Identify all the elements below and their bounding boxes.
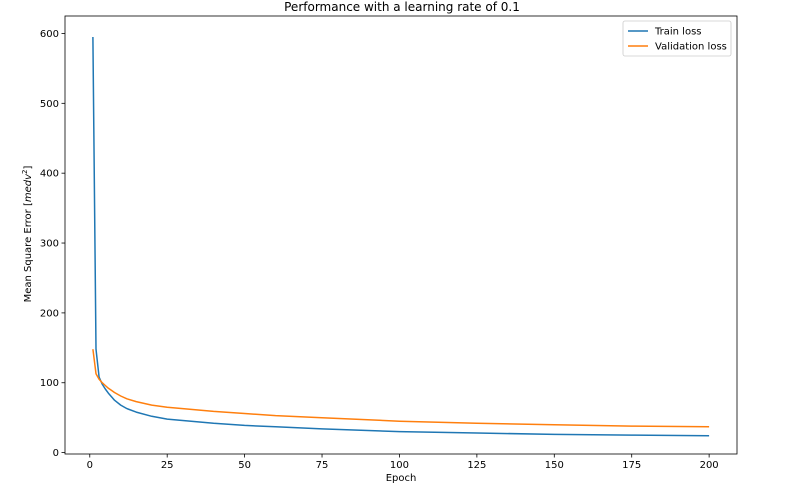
x-axis-label: Epoch (386, 473, 417, 484)
y-axis-label-suffix: ] (23, 166, 34, 170)
legend: Train loss Validation loss (622, 20, 732, 57)
plot-frame (64, 15, 738, 455)
y-axis-label-var: medv (23, 173, 34, 202)
x-tick-label: 50 (238, 460, 251, 471)
y-tick-label: 0 (53, 448, 59, 459)
legend-label-train-loss: Train loss (654, 27, 702, 38)
y-tick-label: 300 (40, 239, 59, 250)
plot-area: 0 25 50 75 100 125 150 175 200 0 100 200 300 400 500 60… (40, 15, 738, 471)
y-axis-label-sup: 2 (21, 170, 29, 174)
legend-box (622, 20, 732, 57)
y-tick-label: 200 (40, 308, 59, 319)
x-tick-label: 150 (545, 460, 564, 471)
x-tick-label: 175 (622, 460, 641, 471)
series-line-train-loss (92, 36, 710, 437)
y-axis-label: Mean Square Error [medv2] (21, 166, 34, 303)
x-tick-label: 100 (390, 460, 409, 471)
x-tick-label: 200 (700, 460, 719, 471)
legend-label-validation-loss: Validation loss (655, 42, 727, 53)
y-tick-label: 100 (40, 378, 59, 389)
y-tick-label: 400 (40, 169, 59, 180)
x-tick-label: 25 (161, 460, 174, 471)
x-tick-label: 125 (467, 460, 486, 471)
y-tick-label: 500 (40, 99, 59, 110)
chart-title: Performance with a learning rate of 0.1 (284, 0, 520, 14)
series-line-validation-loss (92, 349, 710, 428)
y-axis-label-prefix: Mean Square Error [ (23, 202, 34, 302)
x-tick-label: 0 (87, 460, 93, 471)
y-tick-label: 600 (40, 29, 59, 40)
x-tick-label: 75 (316, 460, 329, 471)
